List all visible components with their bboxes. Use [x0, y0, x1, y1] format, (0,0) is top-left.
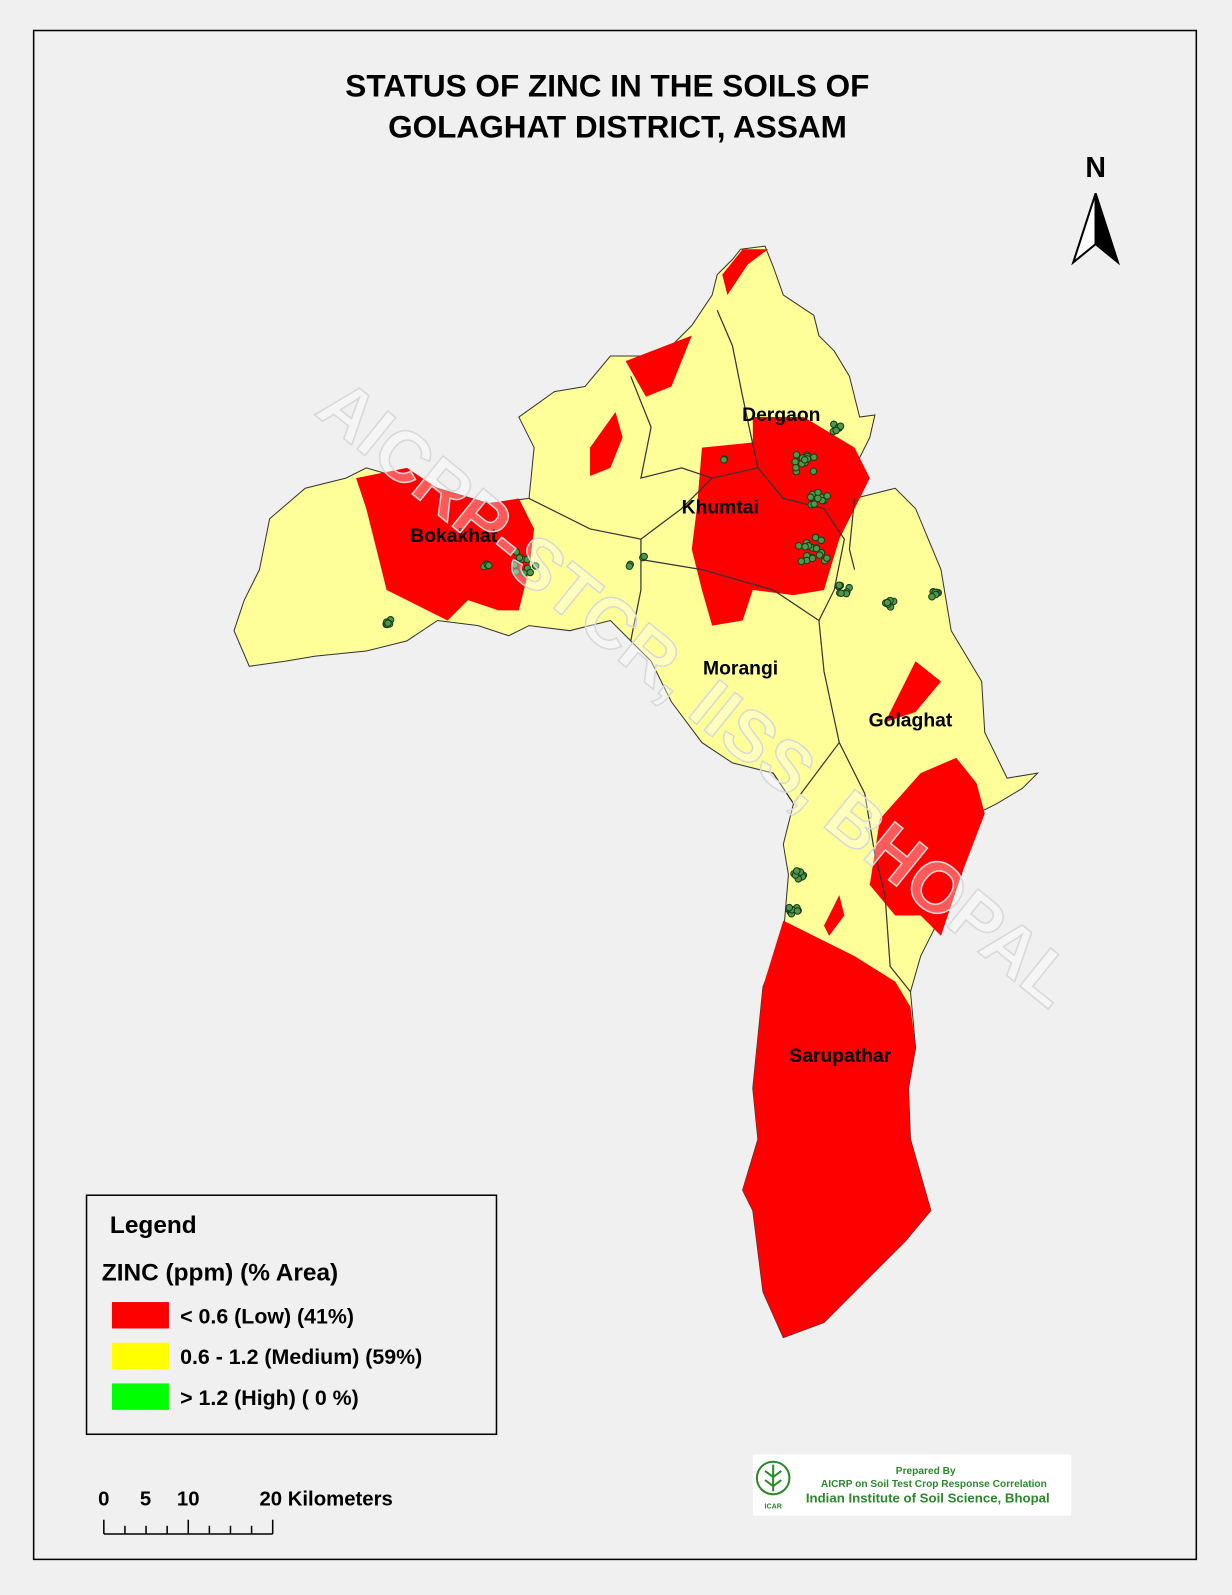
credits-box: [752, 1454, 1072, 1516]
sample-point: [812, 544, 821, 553]
credit-line: Prepared By: [896, 1466, 956, 1477]
sample-point: [823, 492, 832, 500]
low-zone: [356, 467, 535, 621]
sample-point: [384, 619, 392, 627]
scale-label: 20 Kilometers: [259, 1488, 392, 1510]
sample-point: [792, 463, 800, 472]
north-arrow: [1071, 192, 1121, 266]
sample-point: [835, 581, 844, 590]
legend-label: 0.6 - 1.2 (Medium) (59%): [180, 1345, 422, 1369]
scale-ticks: [103, 1519, 274, 1535]
legend-label: < 0.6 (Low) (41%): [180, 1304, 354, 1328]
legend-title: Legend: [110, 1212, 197, 1239]
sample-point: [928, 592, 936, 601]
logo-wheat: [764, 1464, 782, 1492]
legend-swatch: [111, 1383, 169, 1410]
sample-points: [382, 420, 943, 918]
sample-point: [823, 554, 831, 562]
legend-subtitle: ZINC (ppm) (% Area): [102, 1260, 338, 1287]
scale-bar: 0 5 10 20 Kilometers: [98, 1488, 393, 1535]
sample-point: [625, 562, 634, 570]
scale-label: 10: [177, 1488, 200, 1510]
scale-label: 0: [98, 1488, 109, 1510]
sample-point: [832, 426, 840, 435]
low-zone: [824, 895, 845, 936]
legend-items: < 0.6 (Low) (41%) 0.6 - 1.2 (Medium) (59%…: [111, 1302, 422, 1410]
sample-point: [815, 551, 824, 559]
credits: ICAR Prepared By AICRP on Soil Test Crop…: [752, 1454, 1072, 1516]
sample-point: [801, 542, 809, 551]
legend-label: > 1.2 (High) ( 0 %): [180, 1386, 359, 1410]
region-label: Sarupathar: [789, 1046, 891, 1067]
legend-swatch: [111, 1342, 169, 1370]
scale-label: 5: [140, 1488, 151, 1510]
sample-point: [806, 493, 815, 501]
sample-point: [883, 598, 892, 607]
sample-point: [523, 555, 531, 564]
sample-point: [785, 903, 794, 912]
sample-point: [837, 589, 845, 597]
credit-line: AICRP on Soil Test Crop Response Correla…: [821, 1479, 1047, 1490]
sample-point: [792, 867, 801, 875]
sample-point: [720, 456, 728, 464]
region-label: Dergaon: [742, 405, 820, 426]
legend-swatch: [111, 1302, 169, 1329]
sample-point: [808, 554, 817, 563]
region-label: Khumtai: [682, 498, 759, 519]
credit-line: Indian Institute of Soil Science, Bhopal: [806, 1490, 1050, 1505]
low-zone: [625, 335, 692, 397]
sample-point: [515, 553, 524, 562]
low-zone: [869, 757, 985, 936]
low-zone: [742, 920, 931, 1338]
title-line: GOLAGHAT DISTRICT, ASSAM: [388, 108, 847, 144]
sample-point: [485, 561, 493, 570]
frame: [32, 29, 1198, 1561]
sample-point: [810, 500, 818, 508]
sample-point: [793, 907, 802, 915]
sample-point: [795, 542, 803, 550]
sample-point: [512, 548, 521, 556]
district-map: [233, 245, 1040, 1339]
title-line: STATUS OF ZINC IN THE SOILS OF: [345, 68, 869, 104]
region-labels: Dergaon Khumtai Bokakhat Morangi Golagha…: [410, 405, 953, 1067]
sample-point: [526, 568, 535, 577]
sample-point: [811, 533, 820, 542]
block-boundaries: [528, 310, 911, 993]
sample-point: [640, 552, 648, 561]
low-zones: [356, 249, 985, 1338]
low-zone: [885, 661, 942, 723]
logo-text: ICAR: [764, 1503, 781, 1511]
sample-point: [809, 467, 818, 476]
sample-point: [792, 451, 801, 459]
sample-point: [814, 494, 822, 503]
legend: Legend ZINC (ppm) (% Area) < 0.6 (Low) (…: [85, 1194, 498, 1436]
region-label: Golaghat: [869, 710, 953, 731]
sample-point: [810, 453, 818, 462]
sample-point: [510, 561, 519, 569]
sample-point: [800, 456, 809, 464]
sample-point: [512, 568, 520, 576]
low-zone: [722, 249, 769, 295]
region-label: Morangi: [703, 658, 778, 679]
north-label: N: [1085, 152, 1106, 184]
low-zone: [590, 411, 623, 477]
sample-point: [797, 557, 806, 566]
logo-emblem: [755, 1460, 791, 1496]
region-label: Bokakhat: [410, 526, 498, 547]
low-zone: [691, 417, 870, 626]
sample-point: [531, 562, 540, 570]
